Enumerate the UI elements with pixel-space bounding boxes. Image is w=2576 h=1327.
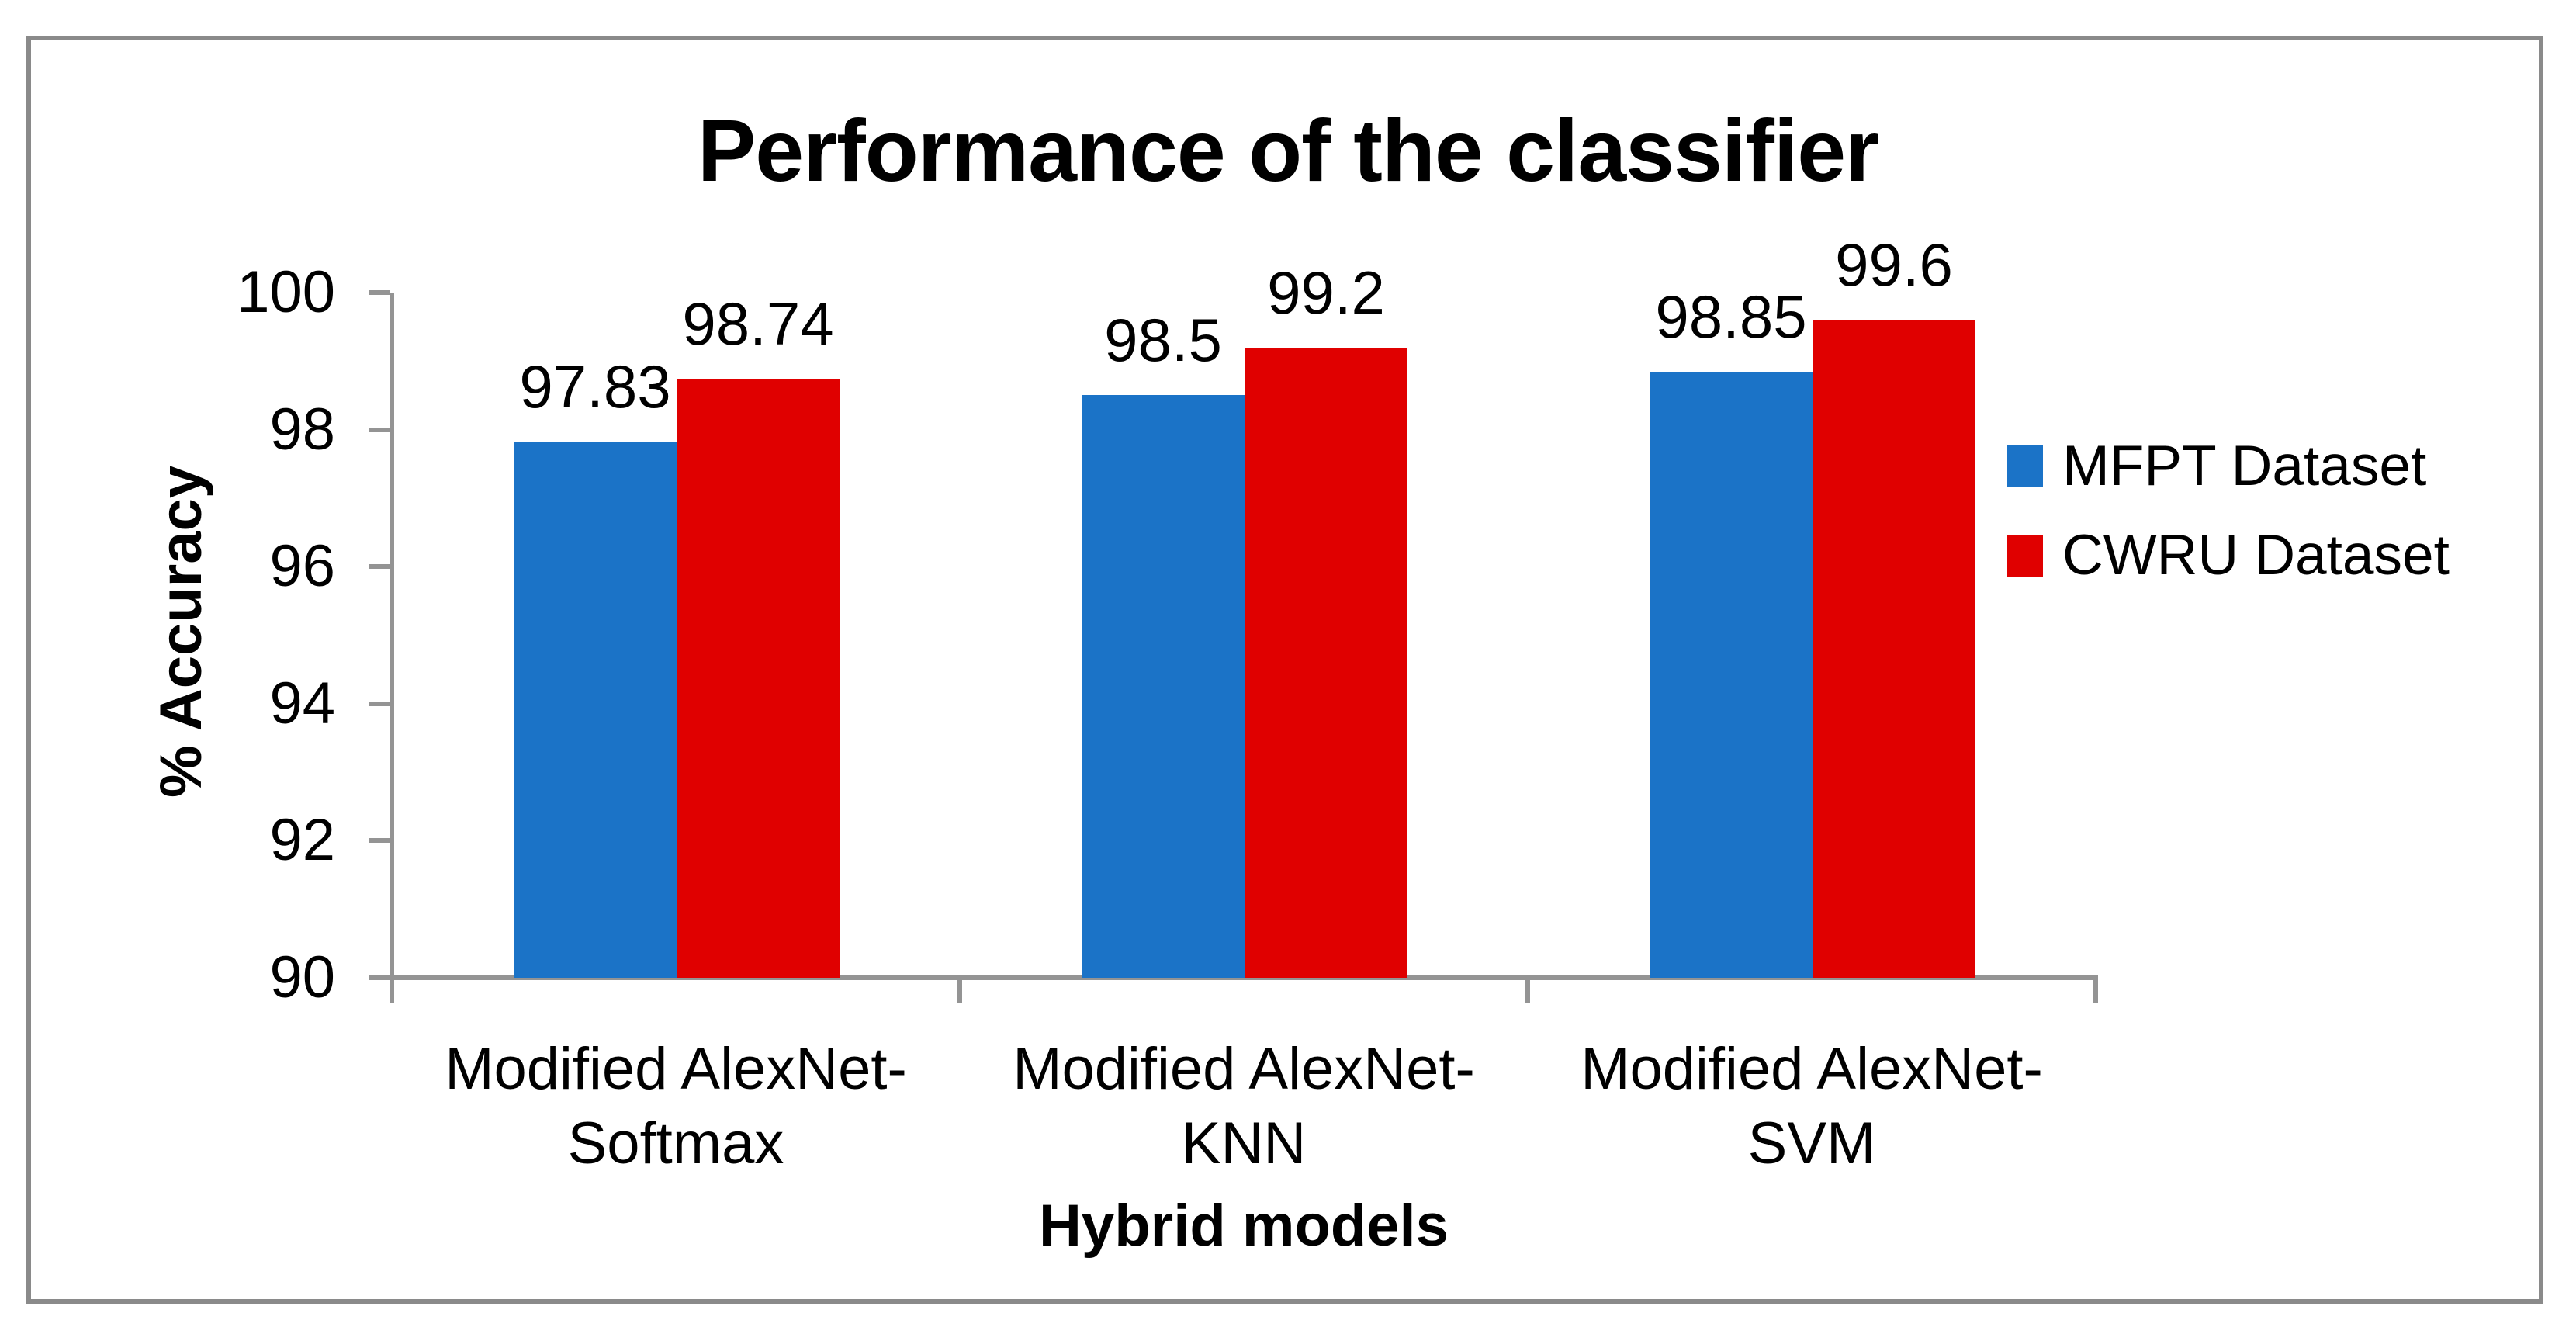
bar-mfpt-1 xyxy=(514,442,677,978)
x-axis-line xyxy=(390,975,2098,980)
bar-value-label: 99.6 xyxy=(1835,230,1953,299)
x-tick-mark xyxy=(957,975,962,1003)
chart-title: Performance of the classifier xyxy=(697,102,1879,199)
legend-item: MFPT Dataset xyxy=(2007,435,2427,497)
y-tick-mark xyxy=(369,701,390,706)
y-tick-mark xyxy=(369,290,390,295)
y-tick-mark xyxy=(369,427,390,432)
bar-mfpt-3 xyxy=(1650,372,1813,978)
bar-value-label: 99.2 xyxy=(1267,258,1385,327)
y-tick-mark xyxy=(369,564,390,570)
x-tick-mark xyxy=(390,975,394,1003)
bar-value-label: 97.83 xyxy=(519,352,671,421)
bar-cwru-1 xyxy=(677,379,840,978)
bar-value-label: 98.74 xyxy=(682,289,834,358)
category-label: Modified AlexNet- KNN xyxy=(1013,1036,1475,1176)
legend-swatch-icon xyxy=(2007,445,2043,487)
legend-swatch-icon xyxy=(2007,535,2043,577)
legend-label: CWRU Dataset xyxy=(2062,524,2450,587)
bar-cwru-2 xyxy=(1245,348,1407,978)
y-tick-label: 92 xyxy=(269,807,335,874)
x-tick-mark xyxy=(1525,975,1530,1003)
category-label: Modified AlexNet- SVM xyxy=(1581,1036,2043,1176)
y-tick-label: 94 xyxy=(269,670,335,736)
bar-value-label: 98.85 xyxy=(1655,282,1807,351)
y-axis-line xyxy=(390,293,394,982)
y-tick-label: 96 xyxy=(269,533,335,600)
bar-value-label: 98.5 xyxy=(1104,306,1222,374)
y-tick-mark xyxy=(369,975,390,980)
bar-cwru-3 xyxy=(1813,320,1975,978)
y-tick-label: 100 xyxy=(237,259,335,325)
legend-label: MFPT Dataset xyxy=(2062,435,2427,497)
bar-mfpt-2 xyxy=(1082,395,1245,978)
y-tick-label: 90 xyxy=(269,944,335,1010)
legend-item: CWRU Dataset xyxy=(2007,524,2450,587)
y-tick-label: 98 xyxy=(269,396,335,463)
y-tick-mark xyxy=(369,838,390,844)
category-label: Modified AlexNet- Softmax xyxy=(445,1036,907,1176)
x-axis-title: Hybrid models xyxy=(1039,1193,1449,1259)
x-tick-mark xyxy=(2093,975,2098,1003)
